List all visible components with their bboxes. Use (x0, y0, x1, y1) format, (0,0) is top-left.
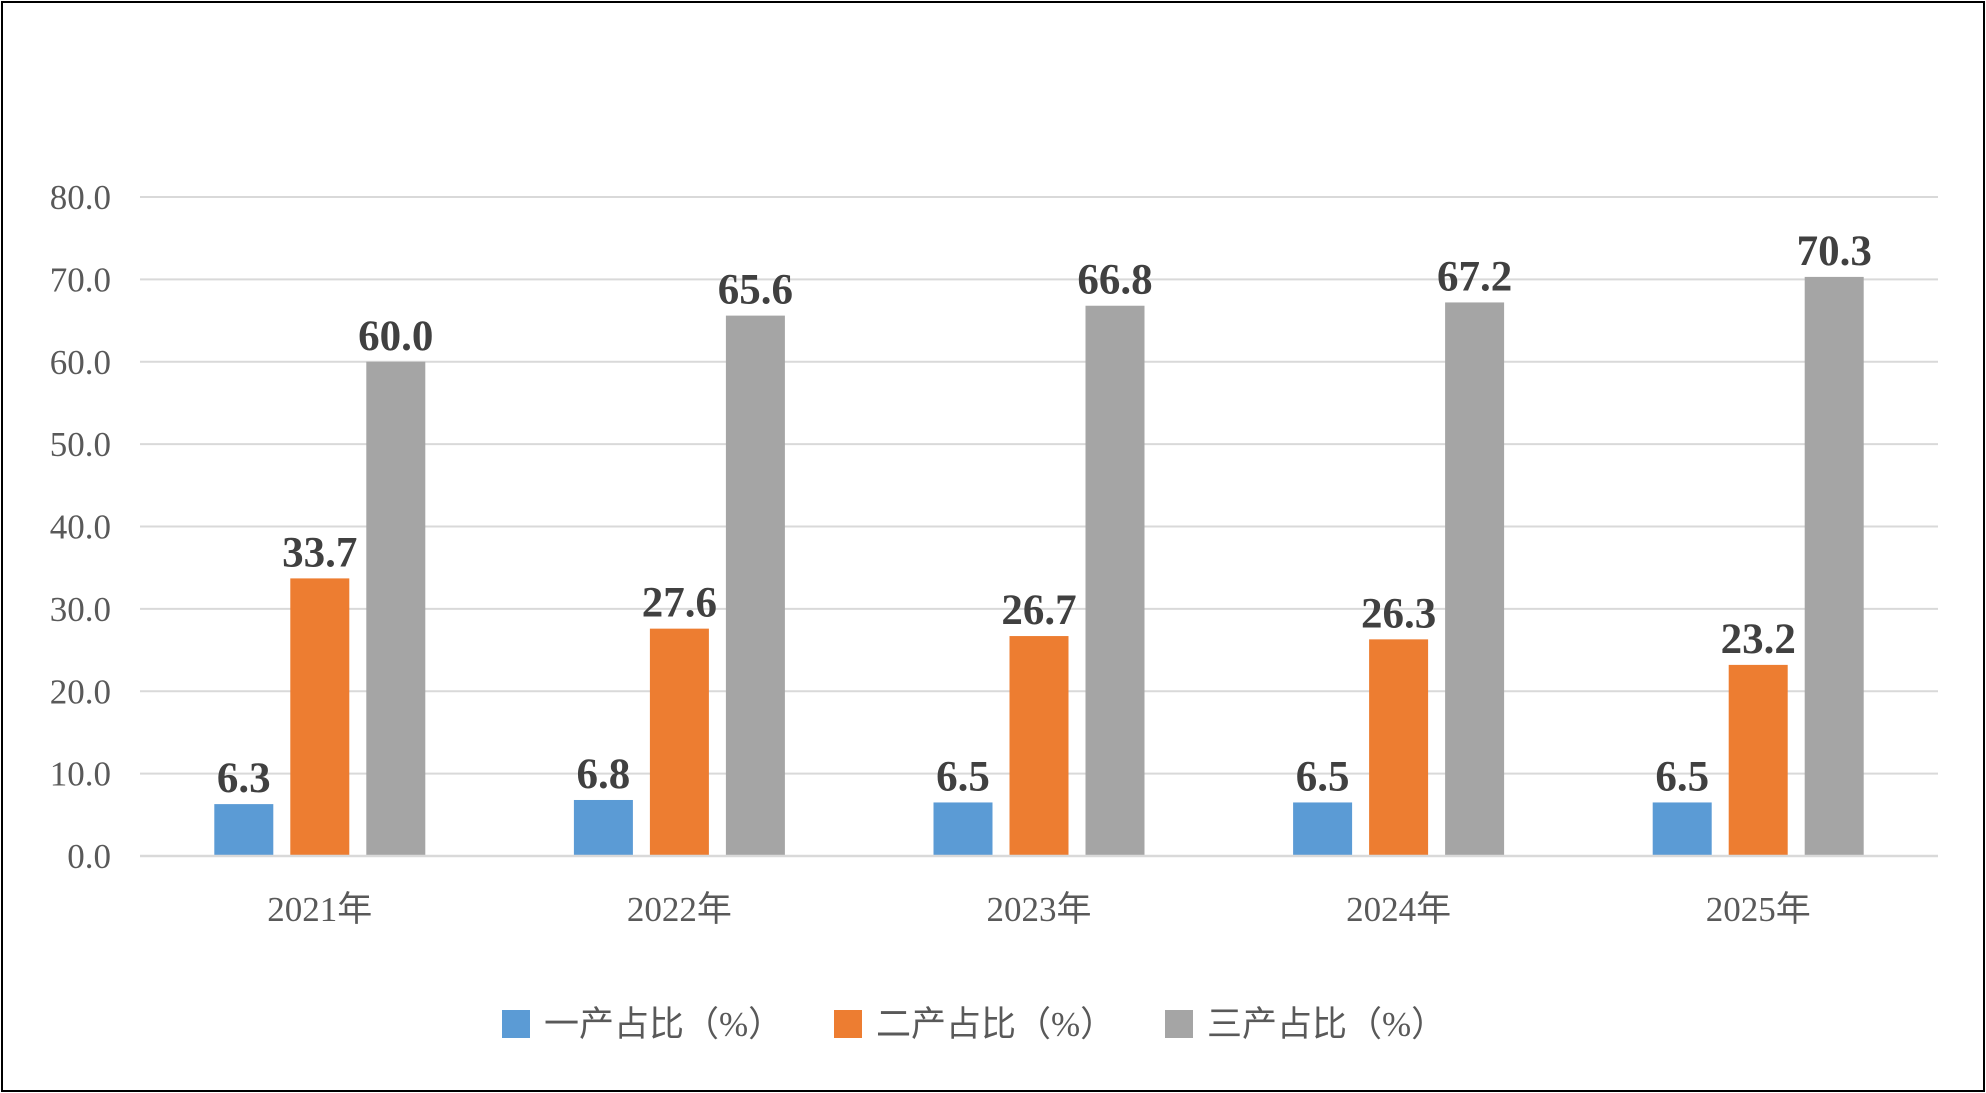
y-tick-label: 70.0 (50, 260, 111, 299)
x-tick-label: 2022年 (627, 890, 732, 929)
data-label: 23.2 (1721, 616, 1796, 663)
y-tick-label: 20.0 (50, 672, 111, 711)
y-tick-label: 10.0 (50, 755, 111, 794)
data-label: 33.7 (282, 529, 357, 576)
bar (1369, 639, 1429, 856)
data-label: 60.0 (358, 313, 433, 360)
y-tick-label: 80.0 (50, 178, 111, 217)
y-tick-label: 60.0 (50, 343, 111, 382)
x-tick-label: 2021年 (267, 890, 372, 929)
bar (649, 628, 709, 856)
y-tick-label: 40.0 (50, 508, 111, 547)
data-label: 26.7 (1001, 587, 1076, 634)
bar (1293, 802, 1353, 856)
data-label: 70.3 (1797, 228, 1872, 275)
bar (290, 578, 350, 856)
bar (1728, 664, 1788, 856)
data-label: 67.2 (1437, 253, 1512, 300)
legend-label: 三产占比（%） (1207, 1005, 1446, 1044)
bar (933, 802, 993, 856)
bar (214, 804, 274, 856)
data-label: 6.3 (217, 755, 271, 802)
data-label: 65.6 (718, 267, 793, 314)
bar (366, 361, 426, 856)
data-label: 6.8 (577, 751, 631, 798)
y-tick-label: 0.0 (67, 837, 111, 876)
x-tick-label: 2023年 (986, 890, 1091, 929)
bar (1085, 305, 1145, 856)
legend: 一产占比（%） 二产占比（%） 三产占比（%） (502, 1005, 1446, 1044)
bar (725, 315, 785, 856)
legend-item: 一产占比（%） (502, 1005, 783, 1044)
data-label: 26.3 (1361, 590, 1436, 637)
bars (214, 276, 1864, 856)
data-label: 6.5 (1296, 753, 1350, 800)
bar (1445, 302, 1505, 856)
legend-item: 三产占比（%） (1165, 1005, 1446, 1044)
legend-swatch (834, 1010, 862, 1038)
data-label: 27.6 (642, 580, 717, 627)
x-tick-label: 2025年 (1706, 890, 1811, 929)
y-tick-label: 30.0 (50, 590, 111, 629)
bar (1804, 276, 1864, 856)
legend-swatch (502, 1010, 530, 1038)
bar (1652, 802, 1712, 856)
x-tick-label: 2024年 (1346, 890, 1451, 929)
bar (1009, 636, 1069, 856)
legend-label: 一产占比（%） (544, 1005, 783, 1044)
y-axis-tick-labels: 0.0 10.0 20.0 30.0 40.0 50.0 60.0 70.0 80.0 (50, 178, 111, 876)
data-label: 66.8 (1077, 257, 1152, 304)
bar (573, 799, 633, 856)
legend-label: 二产占比（%） (876, 1005, 1115, 1044)
x-axis-tick-labels: 2021年 2022年 2023年 2024年 2025年 (267, 890, 1810, 929)
legend-swatch (1165, 1010, 1193, 1038)
data-label: 6.5 (1655, 753, 1709, 800)
data-label: 6.5 (936, 753, 990, 800)
data-labels: 6.3 33.7 60.0 6.8 27.6 65.6 6.5 26.7 66.8 6.5 26.3… (217, 228, 1872, 802)
gridlines (140, 196, 1938, 775)
legend-item: 二产占比（%） (834, 1005, 1115, 1044)
y-tick-label: 50.0 (50, 425, 111, 464)
